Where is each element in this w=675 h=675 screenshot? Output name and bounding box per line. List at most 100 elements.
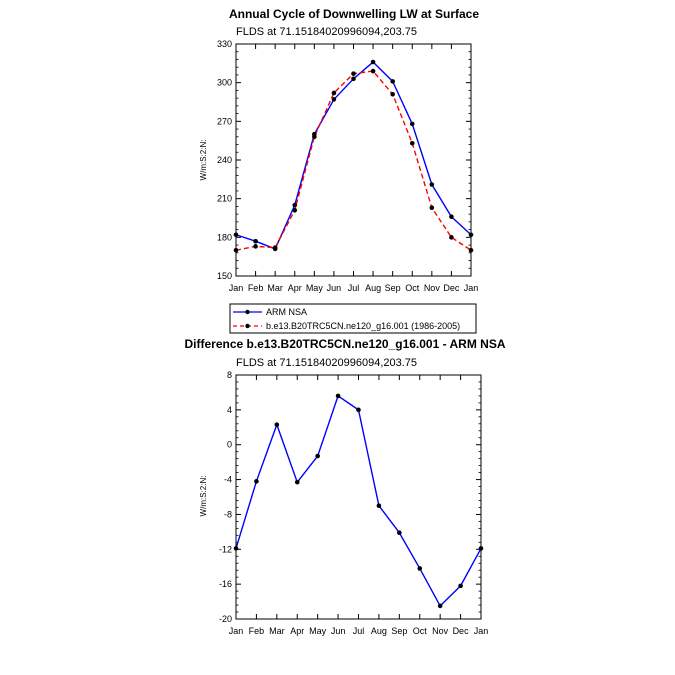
data-point — [417, 566, 423, 571]
y-tick-label: 4 — [227, 405, 232, 415]
x-tick-label: Sep — [385, 283, 401, 293]
y-tick-labels: -20 -16 -12 -8 -4 0 4 8 — [219, 370, 232, 624]
x-tick-label: Aug — [365, 283, 381, 293]
data-point — [390, 79, 395, 84]
series-points — [233, 393, 484, 609]
legend-label-model: b.e13.B20TRC5CN.ne120_g16.001 (1986-2005… — [266, 321, 460, 331]
data-point — [315, 453, 320, 459]
x-tick-label: Jan — [464, 283, 479, 293]
data-point — [294, 479, 300, 485]
y-tick-label: 0 — [227, 440, 232, 450]
series-line — [235, 70, 472, 251]
x-tick-label: Sep — [391, 626, 407, 636]
legend-entry-model: b.e13.B20TRC5CN.ne120_g16.001 (1986-2005… — [233, 321, 460, 331]
y-tick-label: -4 — [224, 475, 232, 485]
data-point — [458, 583, 463, 589]
y-tick-label: 330 — [217, 39, 232, 49]
legend-marker-arm-nsa — [245, 309, 250, 315]
x-tick-label: Jan — [474, 626, 489, 636]
x-tick-label: Jun — [327, 283, 342, 293]
chart-title: Annual Cycle of Downwelling LW at Surfac… — [229, 7, 479, 21]
data-point — [254, 479, 259, 484]
x-tick-label: Feb — [249, 626, 265, 636]
x-tick-label: Jun — [331, 626, 346, 636]
data-point — [351, 76, 356, 82]
x-tick-label: Apr — [290, 626, 304, 636]
data-point — [390, 91, 395, 97]
series-lines — [235, 395, 482, 607]
x-tick-label: Feb — [248, 283, 264, 293]
legend-label-arm-nsa: ARM NSA — [266, 307, 307, 317]
legend-box — [229, 303, 477, 334]
data-point — [449, 235, 454, 240]
x-tick-label: Jan — [229, 283, 244, 293]
series-line — [235, 395, 482, 607]
data-point — [409, 140, 415, 146]
x-tick-label: Mar — [267, 283, 283, 293]
plot-frame — [235, 374, 482, 620]
plot-frame — [235, 43, 472, 277]
x-tick-labels: Jan Feb Mar Apr May Jun Jul Aug Sep Oct Nov Dec Jan — [229, 626, 489, 636]
difference-chart: Difference b.e13.B20TRC5CN.ne120_g16.001… — [184, 337, 505, 636]
data-point — [292, 207, 298, 213]
series-lines — [235, 61, 472, 251]
series-points — [233, 59, 474, 253]
data-point — [292, 202, 298, 208]
data-point — [397, 530, 402, 536]
y-axis-label: W/m:S:2:N: — [199, 476, 208, 517]
y-tick-label: 300 — [217, 78, 232, 88]
data-point — [331, 90, 337, 96]
x-tick-label: Dec — [443, 283, 460, 293]
x-tick-label: Oct — [405, 283, 420, 293]
data-point — [437, 603, 443, 609]
x-tick-label: Jan — [229, 626, 244, 636]
x-tick-labels: Jan Feb Mar Apr May Jun Jul Aug Sep Oct Nov Dec Jan — [229, 283, 479, 293]
x-tick-label: Dec — [453, 626, 470, 636]
data-point — [272, 245, 278, 250]
chart-title: Difference b.e13.B20TRC5CN.ne120_g16.001… — [184, 337, 505, 351]
y-tick-label: 180 — [217, 232, 232, 242]
x-tick-label: Jul — [348, 283, 360, 293]
data-point — [429, 205, 435, 210]
data-point — [449, 214, 454, 220]
data-point — [429, 182, 435, 187]
data-point — [331, 97, 337, 102]
y-tick-label: 8 — [227, 370, 232, 380]
legend: ARM NSA b.e13.B20TRC5CN.ne120_g16.001 (1… — [229, 303, 477, 334]
chart-subtitle: FLDS at 71.15184020996094,203.75 — [236, 357, 417, 369]
x-tick-label: Oct — [413, 626, 428, 636]
x-tick-label: Jul — [353, 626, 365, 636]
legend-entry-arm-nsa: ARM NSA — [233, 307, 307, 317]
x-tick-label: Apr — [288, 283, 302, 293]
data-point — [376, 503, 382, 509]
y-tick-label: -8 — [224, 509, 232, 519]
data-point — [253, 238, 258, 244]
y-tick-label: 270 — [217, 116, 232, 126]
x-tick-label: May — [309, 626, 327, 636]
y-tick-label: 210 — [217, 194, 232, 204]
legend-marker-model — [245, 323, 250, 329]
y-tick-label: 150 — [217, 271, 232, 281]
x-tick-label: May — [306, 283, 324, 293]
y-tick-label: -16 — [219, 579, 232, 589]
y-axis-label: W/m:S:2:N: — [199, 140, 208, 181]
data-point — [312, 134, 317, 140]
y-tick-labels: 150 180 210 240 270 300 330 — [217, 39, 232, 281]
x-tick-label: Nov — [432, 626, 449, 636]
data-point — [274, 422, 280, 427]
y-tick-label: -12 — [219, 544, 232, 554]
data-point — [335, 393, 341, 399]
data-point — [351, 71, 356, 76]
chart-subtitle: FLDS at 71.15184020996094,203.75 — [236, 26, 417, 38]
data-point — [370, 68, 376, 74]
data-point — [253, 244, 258, 249]
data-point — [409, 121, 415, 127]
x-tick-label: Aug — [371, 626, 387, 636]
y-tick-label: -20 — [219, 614, 232, 624]
annual-cycle-chart: Annual Cycle of Downwelling LW at Surfac… — [199, 7, 479, 293]
x-tick-label: Mar — [269, 626, 285, 636]
y-tick-label: 240 — [217, 155, 232, 165]
data-point — [370, 59, 376, 65]
x-tick-label: Nov — [424, 283, 441, 293]
